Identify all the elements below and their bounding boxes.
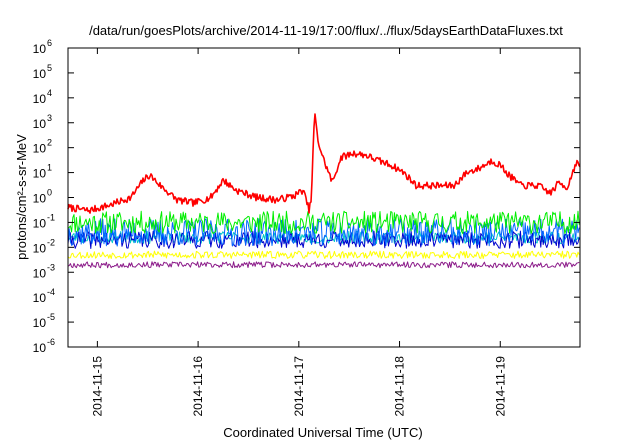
y-tick-exponent: -1	[47, 212, 55, 222]
series-line	[67, 261, 580, 269]
series-line	[67, 218, 580, 247]
series-line	[67, 113, 581, 214]
y-tick-label: 10	[33, 42, 47, 56]
chart-title: /data/run/goesPlots/archive/2014-11-19/1…	[89, 23, 563, 38]
y-tick-exponent: 1	[47, 163, 52, 173]
y-tick-exponent: 5	[47, 63, 52, 73]
series-line	[67, 250, 580, 259]
y-tick-label: 10	[33, 341, 47, 355]
y-tick-exponent: -4	[47, 287, 55, 297]
y-tick-exponent: 3	[47, 113, 52, 123]
x-tick-label: 2014-11-15	[90, 356, 104, 417]
y-axis: 10 -610 -510 -410 -310 -210 -110 010 110 210 310 41…	[33, 38, 580, 355]
x-tick-label: 2014-11-16	[191, 356, 205, 417]
y-tick-label: 10	[33, 117, 47, 131]
y-tick-exponent: 4	[47, 88, 52, 98]
y-tick-label: 10	[33, 266, 47, 280]
y-tick-label: 10	[33, 142, 47, 156]
y-tick-exponent: -5	[47, 312, 55, 322]
x-tick-label: 2014-11-17	[292, 356, 306, 417]
y-tick-exponent: 0	[47, 188, 52, 198]
y-tick-label: 10	[33, 216, 47, 230]
y-tick-exponent: -3	[47, 262, 55, 272]
series-line	[67, 210, 580, 235]
y-tick-label: 10	[33, 67, 47, 81]
y-tick-label: 10	[33, 241, 47, 255]
x-axis: 2014-11-15 2014-11-16 2014-11-17 2014-11-18…	[90, 48, 507, 417]
y-tick-label: 10	[33, 92, 47, 106]
y-tick-label: 10	[33, 291, 47, 305]
series-line	[67, 230, 580, 249]
y-tick-exponent: 6	[47, 38, 52, 48]
y-tick-exponent: 2	[47, 138, 52, 148]
series-layer	[67, 113, 581, 269]
y-tick-label: 10	[33, 316, 47, 330]
x-tick-label: 2014-11-18	[393, 356, 407, 417]
y-tick-exponent: -2	[47, 237, 55, 247]
y-tick-label: 10	[33, 192, 47, 206]
x-tick-label: 2014-11-19	[493, 356, 507, 417]
plot-frame	[67, 47, 581, 348]
y-axis-label: protons/cm²-s-sr-MeV	[14, 134, 29, 260]
y-tick-exponent: -6	[47, 337, 55, 347]
x-axis-label: Coordinated Universal Time (UTC)	[223, 425, 422, 440]
y-tick-label: 10	[33, 167, 47, 181]
